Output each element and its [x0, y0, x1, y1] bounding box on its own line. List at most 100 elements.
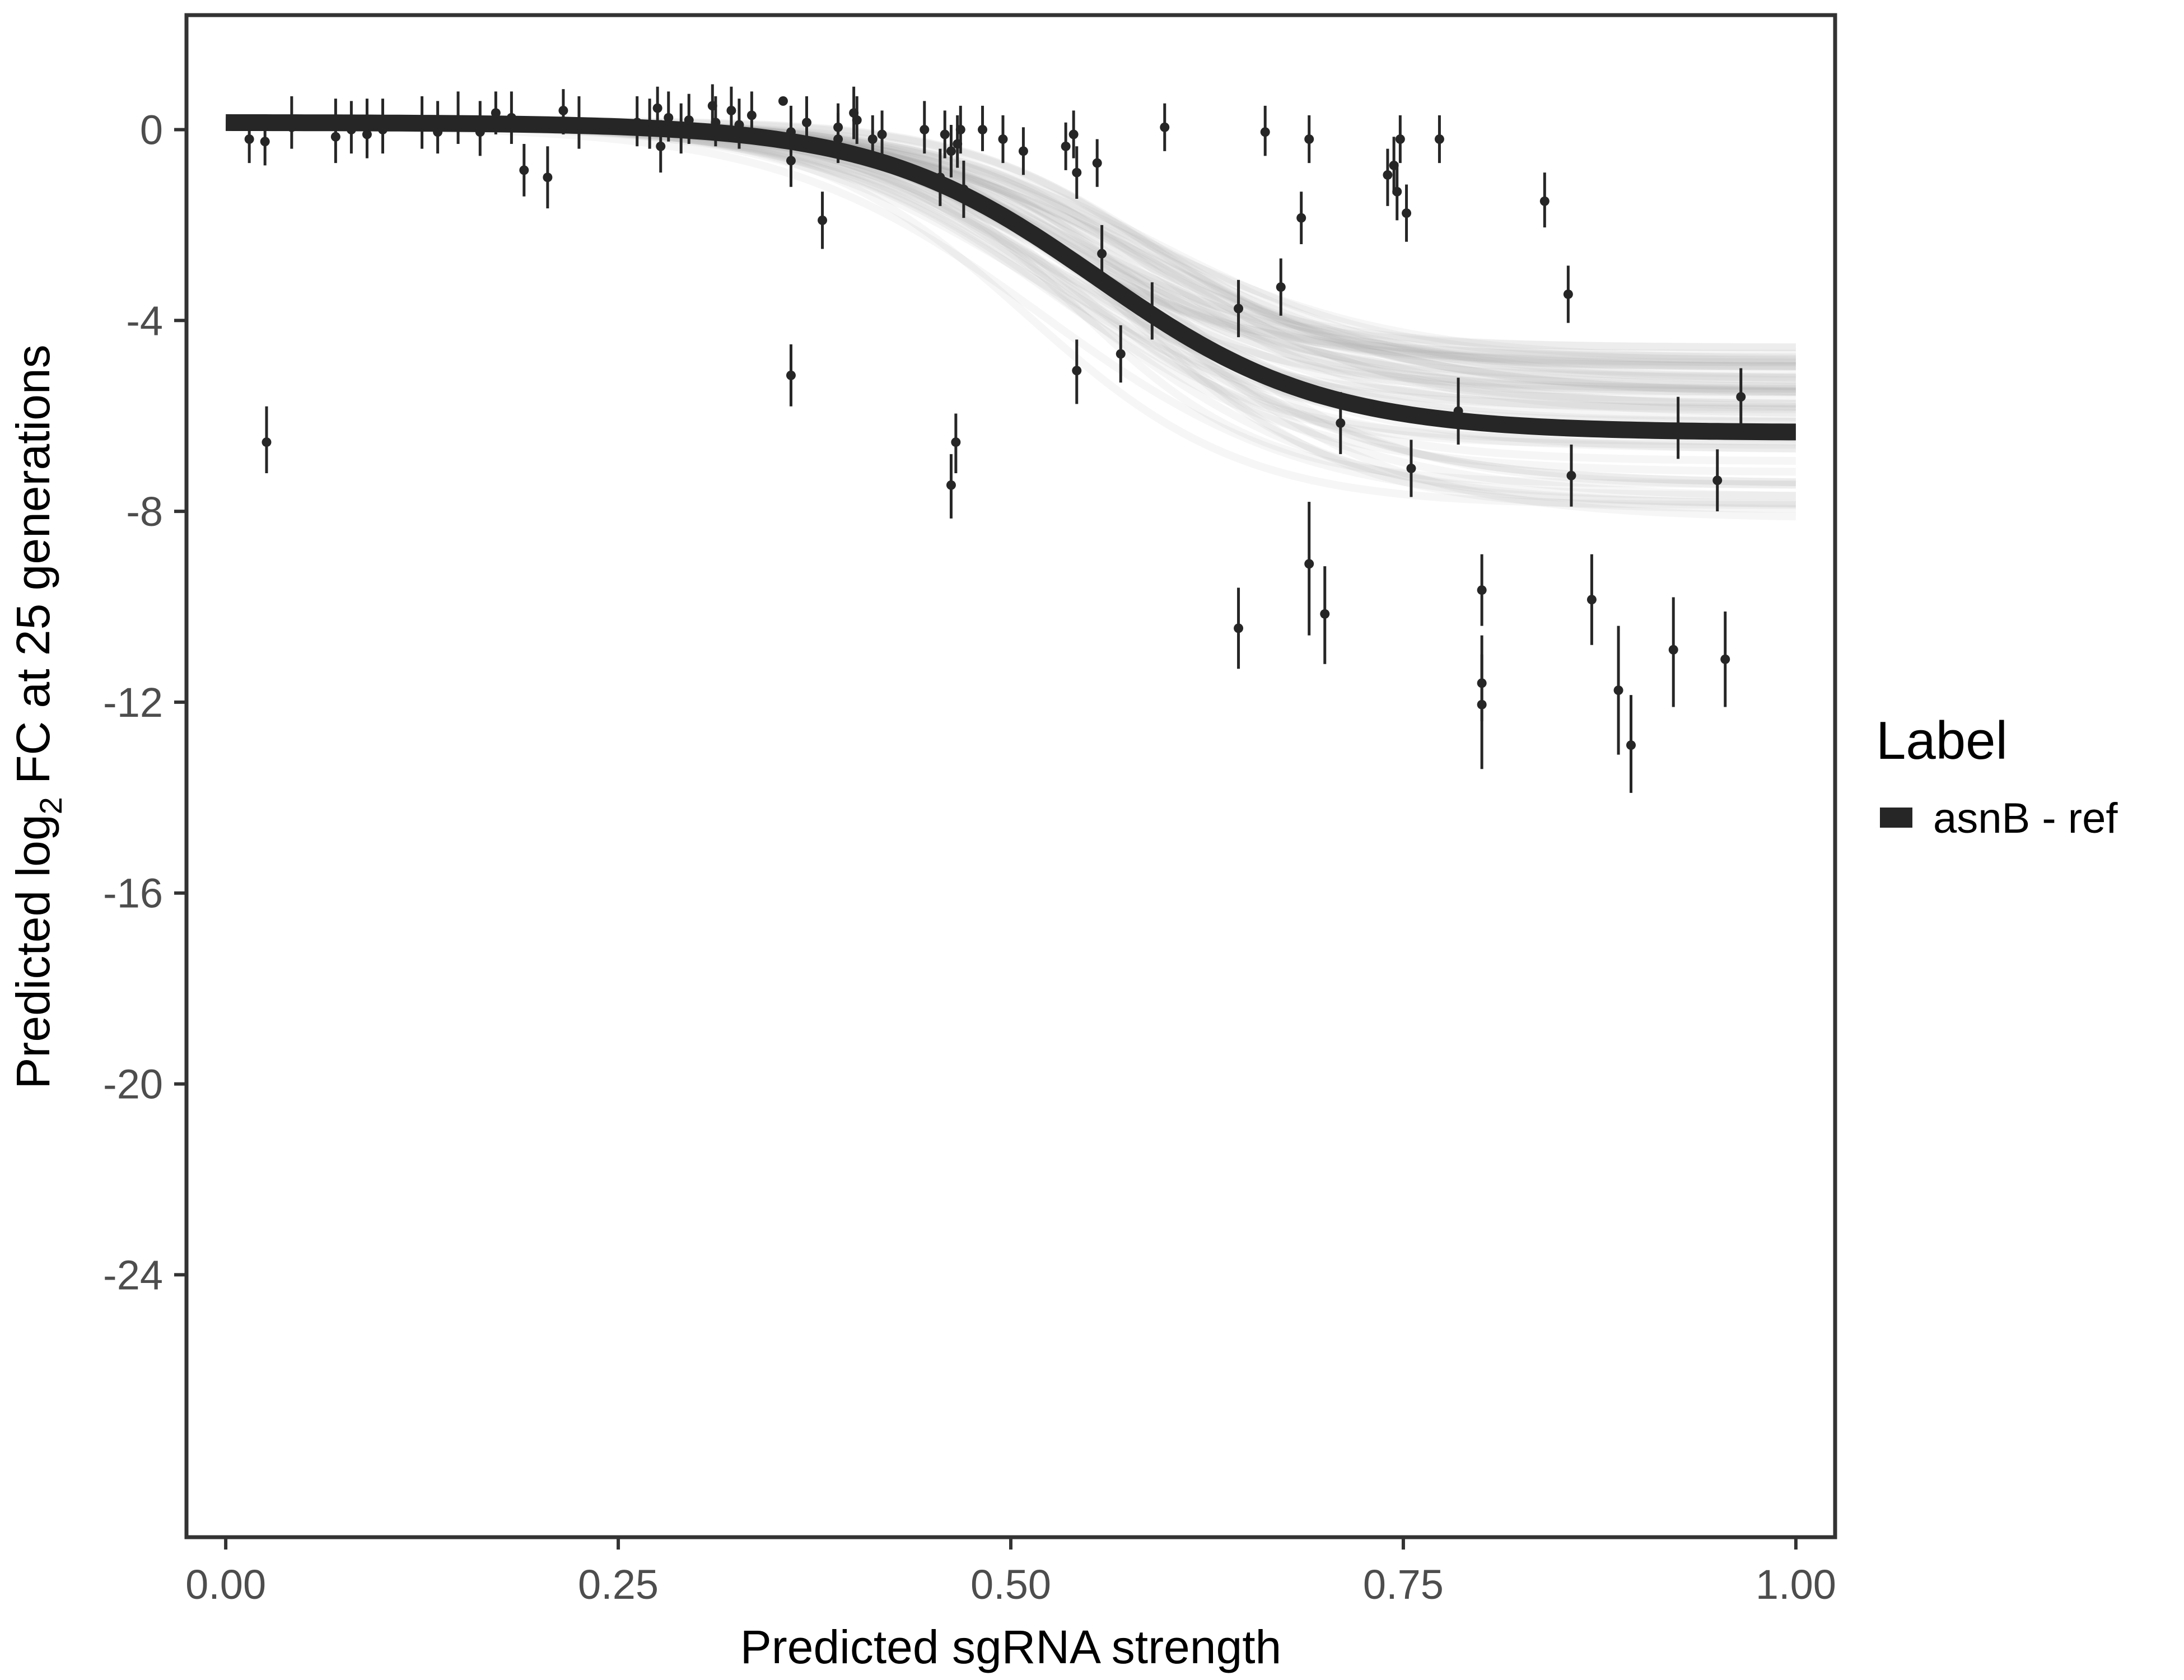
data-point — [632, 96, 642, 147]
x-tick-label: 0.25 — [578, 1561, 659, 1608]
data-point — [1160, 103, 1170, 151]
x-tick-label: 1.00 — [1756, 1561, 1836, 1608]
point-marker — [1736, 392, 1746, 402]
point-marker — [1296, 213, 1306, 223]
data-point — [652, 86, 662, 132]
data-point — [645, 99, 655, 149]
point-marker — [262, 437, 272, 447]
data-point — [1668, 597, 1678, 707]
data-point — [946, 454, 956, 519]
data-point — [1304, 115, 1314, 164]
data-point — [330, 99, 340, 164]
point-marker — [1402, 208, 1412, 218]
point-marker — [558, 105, 568, 115]
point-marker — [734, 120, 744, 130]
y-axis-title: Predicted log2 FC at 25 generations — [7, 344, 68, 1089]
point-marker — [1383, 170, 1393, 180]
data-point — [1712, 449, 1723, 512]
point-marker — [852, 115, 862, 125]
point-marker — [1160, 122, 1170, 132]
point-marker — [867, 134, 878, 144]
data-point — [877, 110, 887, 158]
point-marker — [1434, 134, 1444, 144]
data-point — [1383, 148, 1393, 206]
data-point — [1116, 325, 1126, 383]
data-point — [262, 406, 272, 473]
data-point — [998, 115, 1008, 164]
point-marker — [946, 480, 956, 490]
point-marker — [475, 127, 485, 137]
point-marker — [1061, 141, 1071, 151]
point-marker — [244, 134, 254, 144]
point-marker — [833, 122, 843, 132]
data-point — [1061, 122, 1071, 170]
data-point — [543, 146, 553, 209]
data-point — [1092, 139, 1102, 187]
data-point — [711, 96, 721, 147]
data-point — [951, 413, 961, 473]
data-point — [244, 115, 254, 164]
data-point — [1018, 127, 1028, 175]
data-point — [959, 160, 969, 218]
data-point — [377, 99, 388, 154]
data-point — [558, 89, 568, 135]
data-point — [1072, 339, 1082, 404]
point-marker — [786, 127, 796, 137]
data-point — [1097, 225, 1107, 283]
point-marker — [726, 105, 736, 115]
point-marker — [1392, 186, 1402, 197]
point-marker — [1147, 306, 1157, 316]
data-point — [746, 91, 757, 139]
point-marker — [656, 141, 666, 151]
point-marker — [818, 215, 828, 225]
x-axis-title: Predicted sgRNA strength — [740, 1621, 1282, 1673]
data-point — [1147, 282, 1157, 340]
data-point — [920, 101, 930, 154]
point-marker — [506, 113, 516, 123]
point-marker — [377, 124, 388, 134]
y-tick-label: 0 — [140, 106, 163, 153]
y-tick-label: -12 — [103, 679, 163, 726]
point-marker — [1260, 127, 1270, 137]
data-point — [833, 103, 843, 151]
point-marker — [786, 370, 796, 380]
y-tick-label: -8 — [126, 488, 163, 535]
point-marker — [260, 137, 270, 147]
point-marker — [1720, 654, 1730, 664]
data-points — [244, 84, 1746, 793]
data-point — [1563, 265, 1573, 323]
point-marker — [645, 120, 655, 130]
legend-title: Label — [1876, 711, 2008, 771]
data-point — [1673, 396, 1683, 459]
data-point — [287, 96, 297, 149]
point-marker — [1018, 146, 1028, 156]
point-marker — [1477, 585, 1487, 595]
point-marker — [1072, 167, 1082, 178]
data-point — [1477, 554, 1487, 626]
data-point — [978, 105, 988, 151]
data-point — [676, 103, 686, 154]
x-tick-label: 0.50 — [970, 1561, 1051, 1608]
point-marker — [951, 437, 961, 447]
data-point — [935, 148, 945, 206]
point-marker — [746, 110, 757, 120]
data-point — [726, 86, 736, 135]
y-axis-title-post: FC at 25 generations — [7, 344, 59, 797]
point-marker — [574, 120, 584, 130]
data-point — [417, 96, 427, 149]
y-tick-label: -24 — [103, 1252, 163, 1298]
data-point — [1434, 115, 1444, 164]
point-marker — [491, 108, 501, 118]
point-marker — [652, 103, 662, 113]
data-point — [940, 110, 950, 158]
point-marker — [711, 118, 721, 128]
point-marker — [632, 118, 642, 128]
data-point — [475, 101, 485, 156]
point-marker — [1234, 623, 1244, 633]
point-marker — [1477, 699, 1487, 710]
data-point — [1320, 566, 1330, 664]
data-point — [664, 91, 674, 142]
data-point — [786, 134, 796, 187]
point-marker — [935, 172, 945, 183]
